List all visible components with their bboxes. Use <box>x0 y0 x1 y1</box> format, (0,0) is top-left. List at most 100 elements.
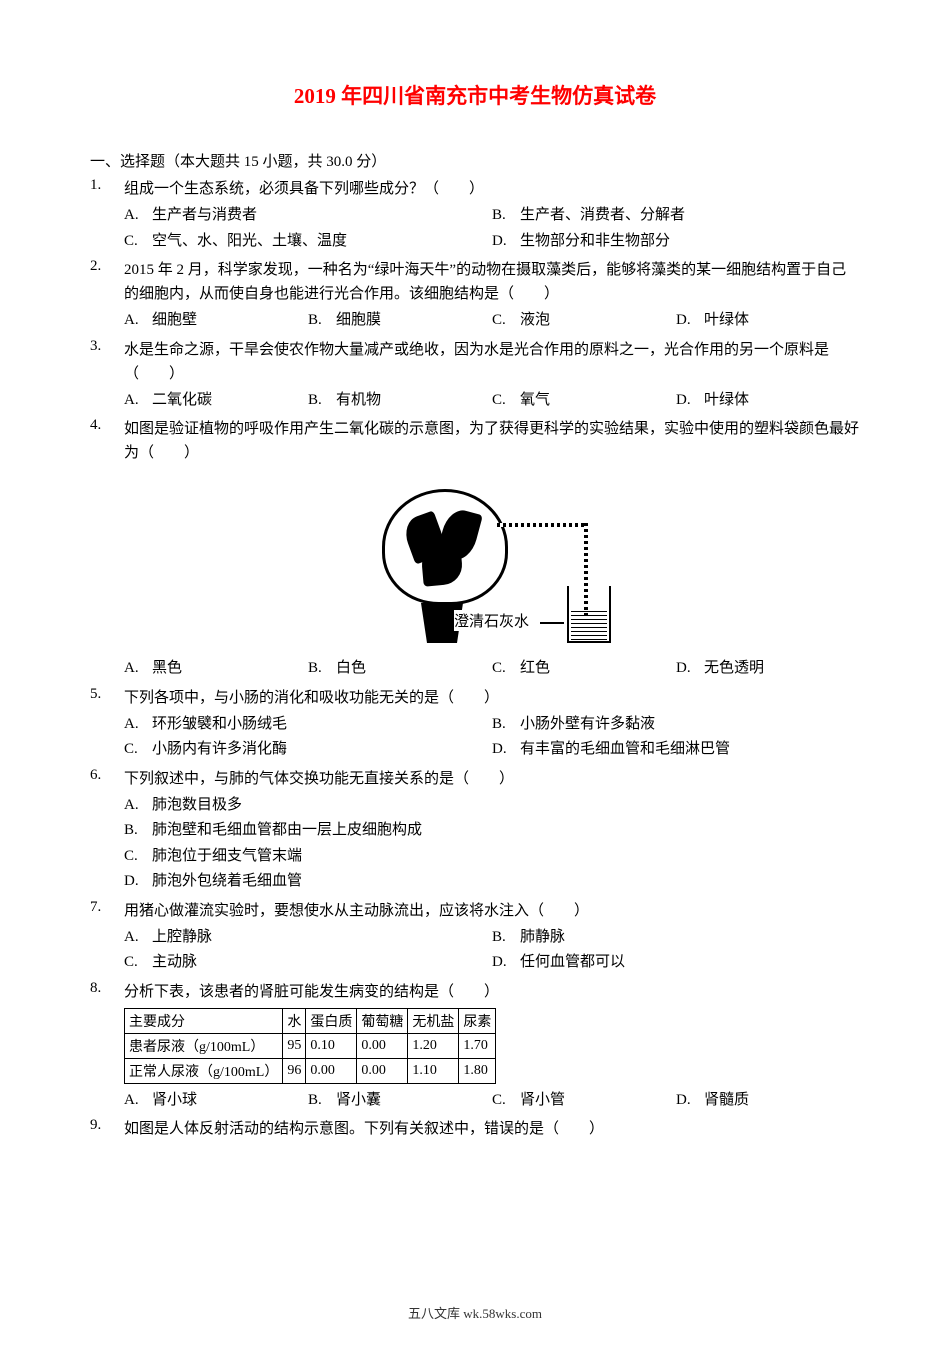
figure-label: 澄清石灰水 <box>454 610 529 631</box>
option-text: 空气、水、阳光、土壤、温度 <box>152 233 347 249</box>
option-label: A. <box>124 1088 152 1114</box>
question-number: 2. <box>90 258 124 275</box>
question-body: 分析下表，该患者的肾脏可能发生病变的结构是（ ）主要成分水蛋白质葡萄糖无机盐尿素… <box>124 980 860 1114</box>
option-text: 肺泡外包绕着毛细血管 <box>152 873 302 889</box>
table-cell: 患者尿液（g/100mL） <box>125 1033 283 1058</box>
question: 6.下列叙述中，与肺的气体交换功能无直接关系的是（ ）A.肺泡数目极多B.肺泡壁… <box>90 767 860 895</box>
option-label: C. <box>124 229 152 255</box>
table-header-cell: 水 <box>283 1008 306 1033</box>
option-text: 肾小球 <box>152 1092 197 1108</box>
question-text: 下列叙述中，与肺的气体交换功能无直接关系的是（ ） <box>124 767 860 791</box>
option: D.任何血管都可以 <box>492 950 860 976</box>
question-body: 下列各项中，与小肠的消化和吸收功能无关的是（ ）A.环形皱襞和小肠绒毛B.小肠外… <box>124 686 860 763</box>
question-text: 如图是验证植物的呼吸作用产生二氧化碳的示意图，为了获得更科学的实验结果，实验中使… <box>124 417 860 465</box>
option-text: 白色 <box>336 660 366 676</box>
option: D.叶绿体 <box>676 308 860 334</box>
options: A.上腔静脉B.肺静脉C.主动脉D.任何血管都可以 <box>124 925 860 976</box>
option-label: D. <box>492 950 520 976</box>
option-label: D. <box>676 1088 704 1114</box>
question-body: 2015 年 2 月，科学家发现，一种名为“绿叶海天牛”的动物在摄取藻类后，能够… <box>124 258 860 334</box>
table-header-cell: 无机盐 <box>408 1008 459 1033</box>
question-body: 水是生命之源，干旱会使农作物大量减产或绝收，因为水是光合作用的原料之一，光合作用… <box>124 338 860 414</box>
option-label: A. <box>124 308 152 334</box>
option: C.液泡 <box>492 308 676 334</box>
option-text: 生产者与消费者 <box>152 207 257 223</box>
option-label: B. <box>492 712 520 738</box>
option: C.肺泡位于细支气管末端 <box>124 844 860 870</box>
option-text: 有丰富的毛细血管和毛细淋巴管 <box>520 741 730 757</box>
option-text: 上腔静脉 <box>152 929 212 945</box>
table-cell: 1.20 <box>408 1033 459 1058</box>
option-label: C. <box>124 950 152 976</box>
option-text: 细胞膜 <box>336 312 381 328</box>
option-text: 肺泡位于细支气管末端 <box>152 848 302 864</box>
table-row: 患者尿液（g/100mL）950.100.001.201.70 <box>125 1033 496 1058</box>
option-text: 肾小管 <box>520 1092 565 1108</box>
exam-page: 2019 年四川省南充市中考生物仿真试卷 一、选择题（本大题共 15 小题，共 … <box>0 0 950 1362</box>
question: 7.用猪心做灌流实验时，要想使水从主动脉流出，应该将水注入（ ）A.上腔静脉B.… <box>90 899 860 976</box>
table-cell: 1.10 <box>408 1058 459 1083</box>
question: 3.水是生命之源，干旱会使农作物大量减产或绝收，因为水是光合作用的原料之一，光合… <box>90 338 860 414</box>
table-header-cell: 蛋白质 <box>306 1008 357 1033</box>
option-label: C. <box>124 737 152 763</box>
option-label: D. <box>124 869 152 895</box>
option: D.有丰富的毛细血管和毛细淋巴管 <box>492 737 860 763</box>
table-cell: 1.80 <box>459 1058 496 1083</box>
question-text: 组成一个生态系统，必须具备下列哪些成分？（ ） <box>124 177 860 201</box>
option-label: D. <box>676 308 704 334</box>
option-text: 叶绿体 <box>704 392 749 408</box>
table-cell: 0.00 <box>357 1058 408 1083</box>
option-text: 肾小囊 <box>336 1092 381 1108</box>
question-number: 4. <box>90 417 124 434</box>
option-text: 任何血管都可以 <box>520 954 625 970</box>
option: C.小肠内有许多消化酶 <box>124 737 492 763</box>
question: 4.如图是验证植物的呼吸作用产生二氧化碳的示意图，为了获得更科学的实验结果，实验… <box>90 417 860 682</box>
question-number: 3. <box>90 338 124 355</box>
option: B.小肠外壁有许多黏液 <box>492 712 860 738</box>
option-label: C. <box>492 388 520 414</box>
option: B.肺泡壁和毛细血管都由一层上皮细胞构成 <box>124 818 860 844</box>
question-text: 2015 年 2 月，科学家发现，一种名为“绿叶海天牛”的动物在摄取藻类后，能够… <box>124 258 860 306</box>
options: A.肺泡数目极多B.肺泡壁和毛细血管都由一层上皮细胞构成C.肺泡位于细支气管末端… <box>124 793 860 895</box>
option-label: B. <box>492 203 520 229</box>
option-text: 主动脉 <box>152 954 197 970</box>
questions-container: 1.组成一个生态系统，必须具备下列哪些成分？（ ）A.生产者与消费者B.生产者、… <box>90 177 860 1143</box>
option-label: B. <box>308 388 336 414</box>
question-number: 6. <box>90 767 124 784</box>
option: C.主动脉 <box>124 950 492 976</box>
table-header-cell: 主要成分 <box>125 1008 283 1033</box>
option-label: D. <box>492 229 520 255</box>
option-text: 小肠外壁有许多黏液 <box>520 716 655 732</box>
option: A.细胞壁 <box>124 308 308 334</box>
option: A.上腔静脉 <box>124 925 492 951</box>
question-number: 1. <box>90 177 124 194</box>
option-label: A. <box>124 925 152 951</box>
option: B.细胞膜 <box>308 308 492 334</box>
question-body: 用猪心做灌流实验时，要想使水从主动脉流出，应该将水注入（ ）A.上腔静脉B.肺静… <box>124 899 860 976</box>
option: D.肾髓质 <box>676 1088 860 1114</box>
question-body: 组成一个生态系统，必须具备下列哪些成分？（ ）A.生产者与消费者B.生产者、消费… <box>124 177 860 254</box>
question: 5.下列各项中，与小肠的消化和吸收功能无关的是（ ）A.环形皱襞和小肠绒毛B.小… <box>90 686 860 763</box>
option: B.肺静脉 <box>492 925 860 951</box>
question-number: 9. <box>90 1117 124 1134</box>
option-text: 肺静脉 <box>520 929 565 945</box>
question: 2.2015 年 2 月，科学家发现，一种名为“绿叶海天牛”的动物在摄取藻类后，… <box>90 258 860 334</box>
question-body: 下列叙述中，与肺的气体交换功能无直接关系的是（ ）A.肺泡数目极多B.肺泡壁和毛… <box>124 767 860 895</box>
options: A.黑色B.白色C.红色D.无色透明 <box>124 656 860 682</box>
option: B.肾小囊 <box>308 1088 492 1114</box>
option: D.叶绿体 <box>676 388 860 414</box>
table-cell: 正常人尿液（g/100mL） <box>125 1058 283 1083</box>
options: A.环形皱襞和小肠绒毛B.小肠外壁有许多黏液C.小肠内有许多消化酶D.有丰富的毛… <box>124 712 860 763</box>
option-label: A. <box>124 203 152 229</box>
option-text: 细胞壁 <box>152 312 197 328</box>
question-number: 5. <box>90 686 124 703</box>
option-label: C. <box>492 1088 520 1114</box>
option-label: D. <box>492 737 520 763</box>
option-text: 肾髓质 <box>704 1092 749 1108</box>
table-cell: 0.00 <box>306 1058 357 1083</box>
option-label: A. <box>124 793 152 819</box>
question-body: 如图是验证植物的呼吸作用产生二氧化碳的示意图，为了获得更科学的实验结果，实验中使… <box>124 417 860 682</box>
option-label: B. <box>124 818 152 844</box>
question-text: 水是生命之源，干旱会使农作物大量减产或绝收，因为水是光合作用的原料之一，光合作用… <box>124 338 860 386</box>
option-text: 环形皱襞和小肠绒毛 <box>152 716 287 732</box>
